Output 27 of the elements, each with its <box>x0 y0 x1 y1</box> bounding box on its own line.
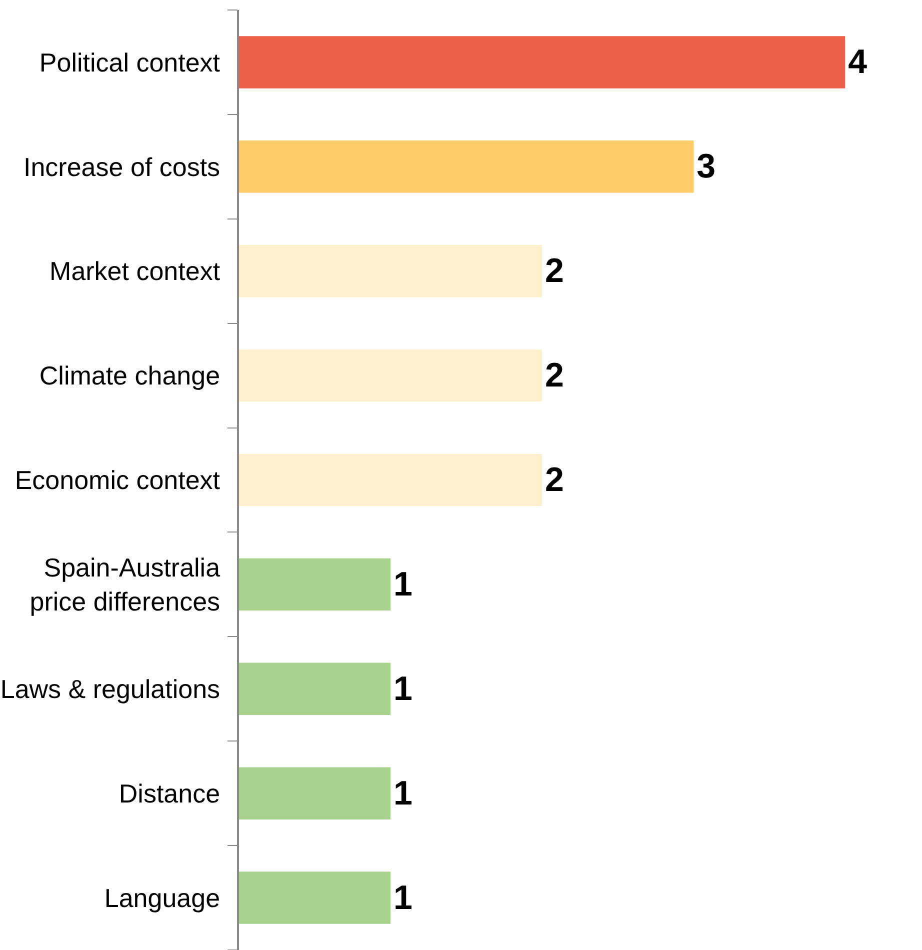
data-label: 4 <box>848 43 868 82</box>
data-label: 1 <box>394 878 412 917</box>
y-tick-label: Political context <box>39 47 221 78</box>
bar <box>239 454 542 506</box>
y-tick-label: Laws & regulations <box>0 674 220 704</box>
bar <box>239 140 694 193</box>
data-label: 2 <box>545 461 564 499</box>
data-label: 3 <box>696 148 716 186</box>
data-label: 1 <box>394 774 412 812</box>
bar <box>239 662 391 715</box>
y-tick-label: Language <box>104 882 220 913</box>
data-label: 1 <box>394 565 412 604</box>
data-label: 2 <box>545 356 564 395</box>
bar <box>239 245 542 298</box>
bar <box>239 558 391 611</box>
y-tick-label: Market context <box>50 256 221 286</box>
y-tick-label: Climate change <box>39 360 220 391</box>
bar <box>239 767 391 820</box>
y-tick-label: Spain-Australia price differences <box>30 552 221 616</box>
bar <box>239 349 542 402</box>
y-tick-label: Economic context <box>14 465 221 496</box>
data-label: 2 <box>545 252 564 290</box>
y-tick-label: Distance <box>118 778 220 808</box>
y-tick-label: Increase of costs <box>24 152 220 182</box>
bar <box>239 36 846 88</box>
bar <box>239 872 391 924</box>
data-label: 1 <box>394 670 412 708</box>
